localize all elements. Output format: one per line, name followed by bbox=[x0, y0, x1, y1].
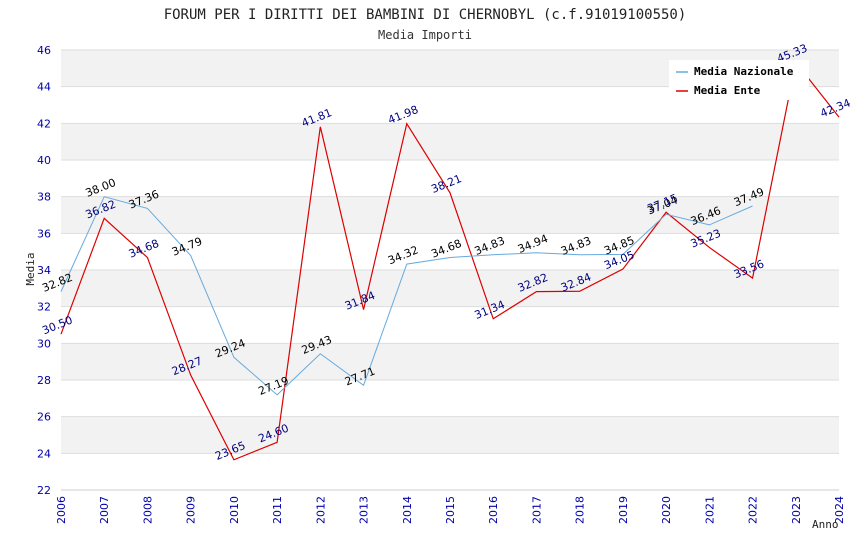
series-line-media-nazionale bbox=[60, 196, 753, 396]
x-tick-label: 2008 bbox=[141, 496, 154, 524]
series-lines bbox=[60, 60, 840, 461]
x-tick-label: 2016 bbox=[487, 496, 500, 524]
grid-band bbox=[61, 160, 839, 197]
background-bands bbox=[61, 50, 839, 490]
grid-band bbox=[61, 196, 839, 234]
x-tick-label: 2018 bbox=[574, 496, 587, 524]
grid-band bbox=[61, 306, 839, 344]
y-tick-label: 24 bbox=[37, 447, 51, 460]
x-tick-label: 2021 bbox=[703, 496, 716, 524]
y-tick-label: 36 bbox=[37, 227, 51, 240]
x-tick-label: 2011 bbox=[271, 496, 284, 524]
y-tick-label: 28 bbox=[37, 374, 51, 387]
x-tick-label: 2019 bbox=[617, 496, 630, 524]
y-axis-ticks: 22 24 26 28 30 32 34 36 38 40 42 44 46 bbox=[37, 44, 51, 497]
x-tick-label: 2020 bbox=[660, 496, 673, 524]
x-tick-label: 2007 bbox=[98, 496, 111, 524]
grid-band bbox=[61, 233, 839, 270]
x-tick-label: 2024 bbox=[833, 496, 846, 524]
x-tick-label: 2017 bbox=[530, 496, 543, 524]
grid-band bbox=[61, 123, 839, 160]
x-axis-label: Anno bbox=[812, 518, 839, 531]
x-tick-label: 2023 bbox=[790, 496, 803, 524]
grid-band bbox=[61, 416, 839, 454]
y-tick-label: 32 bbox=[37, 301, 51, 314]
y-tick-label: 26 bbox=[37, 411, 51, 424]
y-tick-label: 46 bbox=[37, 44, 51, 57]
x-tick-label: 2022 bbox=[747, 496, 760, 524]
grid-band bbox=[61, 453, 839, 490]
legend-label-media-ente: Media Ente bbox=[694, 84, 761, 97]
grid-band bbox=[61, 270, 839, 307]
y-tick-label: 38 bbox=[37, 191, 51, 204]
grid-band bbox=[61, 380, 839, 417]
y-tick-label: 42 bbox=[37, 117, 51, 130]
legend: Media Nazionale Media Ente bbox=[669, 60, 809, 100]
legend-box bbox=[669, 60, 809, 100]
legend-label-media-nazionale: Media Nazionale bbox=[694, 65, 794, 78]
y-tick-label: 22 bbox=[37, 484, 51, 497]
x-tick-label: 2014 bbox=[401, 496, 414, 524]
y-tick-label: 44 bbox=[37, 81, 51, 94]
x-tick-label: 2015 bbox=[444, 496, 457, 524]
y-tick-label: 40 bbox=[37, 154, 51, 167]
series-line-media-ente bbox=[60, 60, 840, 461]
chart-title: FORUM PER I DIRITTI DEI BAMBINI DI CHERN… bbox=[164, 7, 687, 23]
x-axis-ticks: 2006 2007 2008 2009 2010 2011 2012 2013 2014 2015… bbox=[55, 489, 846, 524]
x-tick-label: 2006 bbox=[55, 496, 68, 524]
chart-subtitle: Media Importi bbox=[378, 28, 472, 42]
x-tick-label: 2010 bbox=[228, 496, 241, 524]
x-tick-label: 2013 bbox=[358, 496, 371, 524]
x-tick-label: 2012 bbox=[314, 496, 327, 524]
y-tick-label: 34 bbox=[37, 264, 51, 277]
y-tick-label: 30 bbox=[37, 337, 51, 350]
x-tick-label: 2009 bbox=[185, 496, 198, 524]
y-axis-label: Media bbox=[24, 252, 37, 285]
